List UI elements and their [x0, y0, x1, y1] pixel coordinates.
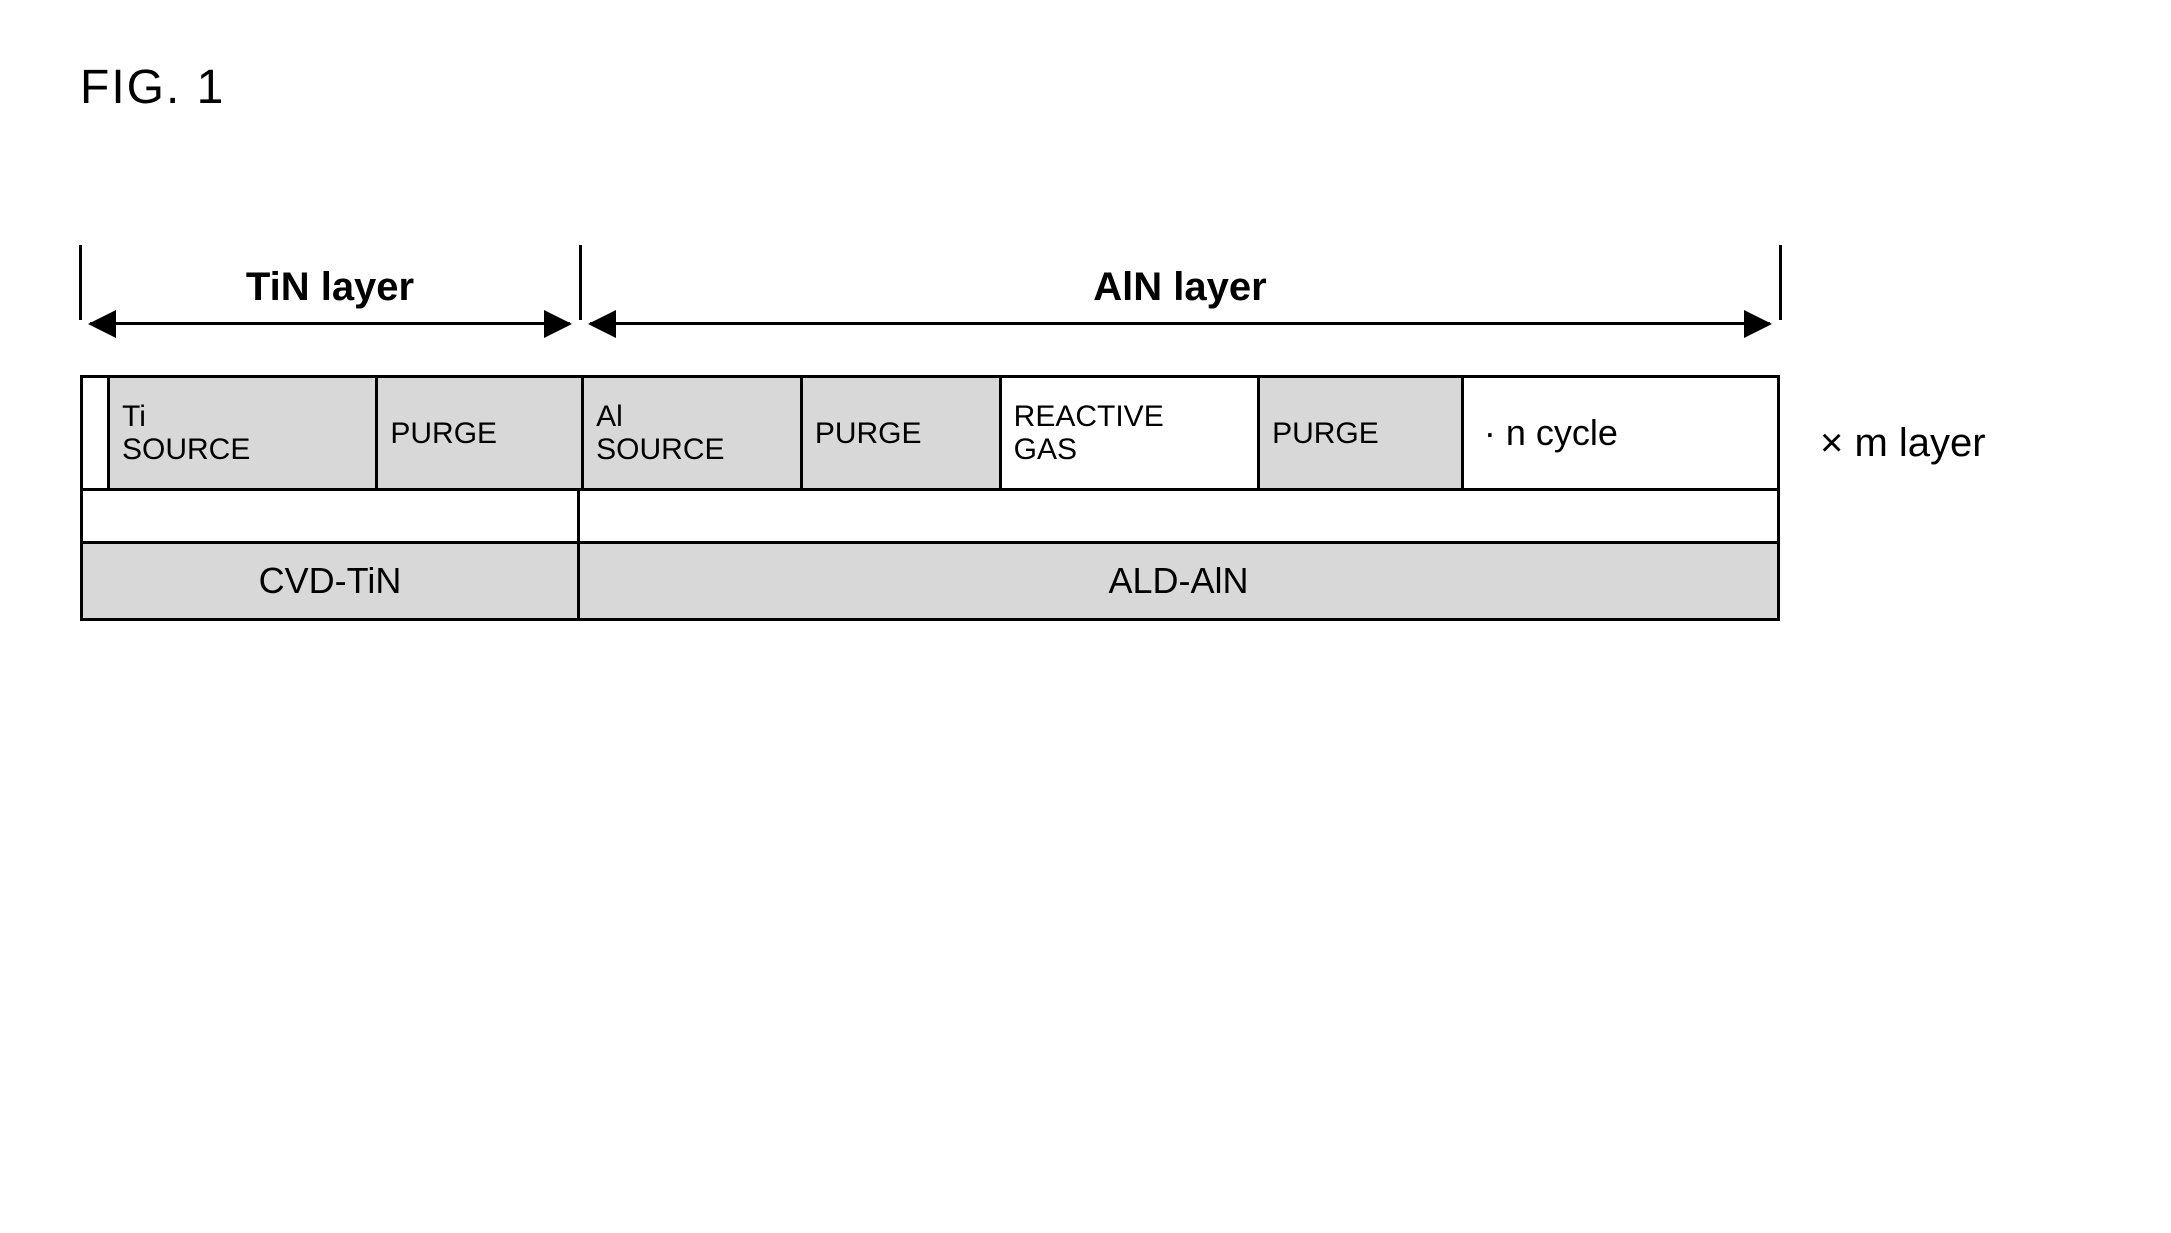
aln-layer-title: AlN layer — [1093, 265, 1266, 310]
tin-layer-title: TiN layer — [246, 265, 414, 310]
step-al-source: Al SOURCE — [584, 378, 803, 488]
step-ti-source: Ti SOURCE — [110, 378, 378, 488]
step-purge-3: PURGE — [1260, 378, 1464, 488]
figure-label: FIG. 1 — [80, 60, 2091, 115]
aln-layer-section: AlN layer — [580, 265, 1780, 375]
left-padding — [83, 378, 110, 488]
diagram-container: TiN layer AlN layer Ti SOURCE PURGE Al S… — [80, 265, 1780, 621]
step-purge-1: PURGE — [378, 378, 584, 488]
n-cycle-text: · n cycle — [1464, 378, 1777, 488]
aln-arrow — [590, 322, 1770, 325]
steps-row: Ti SOURCE PURGE Al SOURCE PURGE REACTIVE… — [80, 375, 1780, 491]
m-layer-text: × m layer — [1820, 421, 1986, 466]
method-row: CVD-TiN ALD-AlN — [80, 541, 1780, 621]
tin-layer-section: TiN layer — [80, 265, 580, 375]
method-cvd-tin: CVD-TiN — [83, 544, 580, 618]
layer-labels-row: TiN layer AlN layer — [80, 265, 1780, 375]
spacer-right — [580, 491, 1777, 541]
spacer-row — [80, 491, 1780, 541]
tin-arrow — [90, 322, 570, 325]
diagram-wrapper: TiN layer AlN layer Ti SOURCE PURGE Al S… — [80, 265, 2091, 621]
spacer-left — [83, 491, 580, 541]
method-ald-aln: ALD-AlN — [580, 544, 1777, 618]
step-reactive-gas: REACTIVE GAS — [1002, 378, 1260, 488]
step-purge-2: PURGE — [803, 378, 1002, 488]
